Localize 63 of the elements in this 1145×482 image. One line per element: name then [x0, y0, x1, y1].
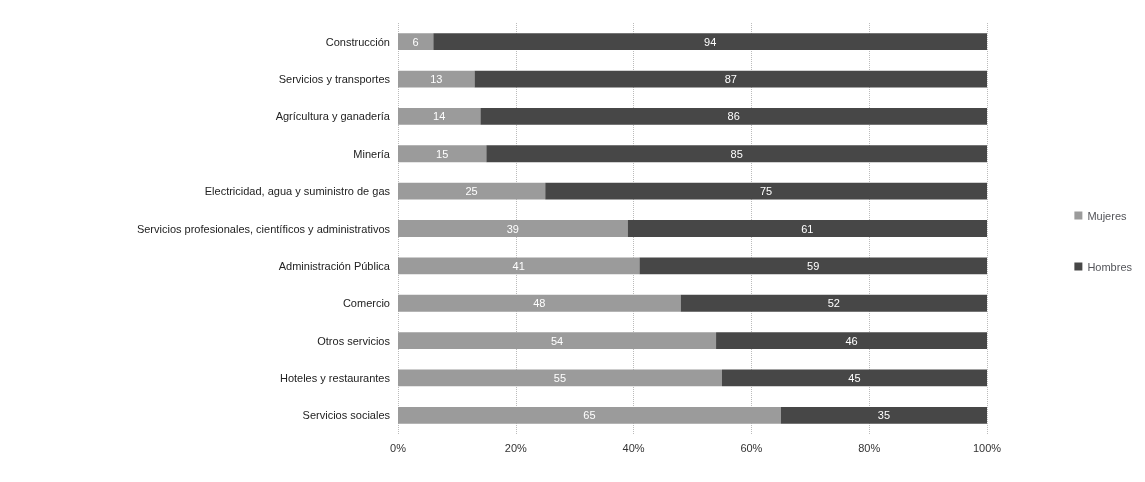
data-label: 6: [412, 35, 419, 48]
bar: [398, 257, 640, 275]
data-label: 13: [430, 73, 443, 86]
y-tick-label: Servicios y transportes: [278, 73, 391, 86]
bar: [398, 294, 681, 312]
y-tick-label: Hoteles y restaurantes: [279, 371, 391, 384]
legend-label: Mujeres: [1087, 209, 1127, 222]
x-tick-label: 0%: [390, 441, 407, 454]
data-label: 85: [730, 147, 743, 160]
bar: [398, 220, 628, 237]
bar: [480, 108, 987, 125]
y-tick-label: Electricidad, agua y suministro de gas: [204, 185, 391, 198]
bar: [398, 70, 475, 88]
bar: [545, 182, 987, 200]
bar: [721, 369, 987, 387]
data-label: 55: [553, 371, 567, 384]
y-tick-label: Construcción: [325, 35, 390, 48]
data-label: 94: [704, 35, 717, 48]
bar: [398, 108, 481, 125]
data-label: 14: [433, 110, 446, 123]
data-label: 25: [465, 185, 478, 198]
data-label: 35: [877, 409, 891, 422]
y-tick-label: Comercio: [342, 297, 390, 310]
y-tick-label: Administración Pública: [278, 259, 391, 272]
x-tick-label: 20%: [504, 441, 528, 454]
data-label: 54: [550, 334, 564, 347]
x-tick-label: 80%: [858, 441, 881, 454]
y-tick-label: Agrícultura y ganadería: [275, 110, 391, 123]
bar: [398, 182, 546, 200]
x-tick-label: 100%: [972, 441, 1002, 454]
data-label: 52: [827, 297, 840, 310]
data-label: 39: [506, 222, 519, 235]
bar: [398, 33, 434, 51]
bar: [680, 294, 987, 312]
bar: [398, 145, 487, 163]
data-label: 65: [583, 409, 596, 422]
legend-label: Hombres: [1087, 260, 1133, 273]
bar: [398, 369, 722, 387]
data-label: 45: [848, 371, 861, 384]
bar: [474, 70, 987, 88]
y-tick-label: Servicios sociales: [302, 409, 391, 422]
data-label: 15: [436, 147, 449, 160]
x-tick-label: 40%: [622, 441, 645, 454]
bar: [486, 145, 987, 163]
y-tick-label: Otros servicios: [317, 334, 391, 347]
data-label: 59: [807, 259, 820, 272]
bar: [780, 406, 987, 424]
bar: [639, 257, 987, 275]
data-label: 41: [512, 259, 525, 272]
bar: [627, 220, 987, 237]
x-tick-label: 60%: [740, 441, 763, 454]
bar: [716, 332, 987, 349]
y-tick-label: Minería: [353, 147, 391, 160]
data-label: 86: [727, 110, 740, 123]
data-label: 87: [724, 73, 737, 86]
data-label: 46: [845, 334, 858, 347]
bar: [398, 332, 717, 349]
data-label: 61: [801, 222, 814, 235]
y-tick-label: Servicios profesionales, científicos y administrativos: [136, 222, 391, 235]
bar: [433, 33, 987, 51]
data-label: 75: [760, 185, 773, 198]
bar: [398, 406, 781, 424]
data-label: 48: [533, 297, 546, 310]
